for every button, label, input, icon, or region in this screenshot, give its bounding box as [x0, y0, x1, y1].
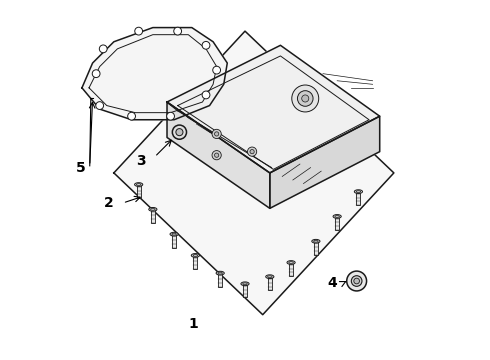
Ellipse shape	[172, 233, 176, 235]
Circle shape	[302, 95, 309, 102]
Circle shape	[135, 27, 143, 35]
Circle shape	[351, 276, 362, 286]
Bar	[268, 277, 272, 291]
Circle shape	[354, 278, 360, 284]
Circle shape	[212, 150, 221, 160]
Ellipse shape	[312, 239, 320, 243]
Bar	[218, 273, 222, 287]
Ellipse shape	[268, 276, 272, 278]
Ellipse shape	[243, 283, 247, 285]
Ellipse shape	[170, 232, 178, 236]
Circle shape	[215, 132, 219, 136]
Circle shape	[92, 70, 100, 77]
Ellipse shape	[218, 272, 222, 274]
Ellipse shape	[266, 275, 274, 279]
Bar	[243, 284, 247, 297]
Polygon shape	[270, 116, 380, 208]
Circle shape	[247, 147, 257, 156]
Circle shape	[347, 271, 367, 291]
Ellipse shape	[191, 253, 199, 257]
Circle shape	[202, 41, 210, 49]
Bar	[356, 192, 361, 205]
Circle shape	[174, 27, 182, 35]
Ellipse shape	[354, 190, 363, 193]
Bar	[314, 242, 318, 255]
Bar	[137, 185, 141, 198]
Polygon shape	[114, 31, 394, 315]
Bar	[194, 256, 197, 269]
Text: 3: 3	[136, 153, 145, 167]
Bar	[172, 234, 176, 248]
Circle shape	[292, 85, 319, 112]
Ellipse shape	[314, 240, 318, 242]
Ellipse shape	[193, 255, 197, 256]
Ellipse shape	[136, 184, 141, 185]
Text: 4: 4	[327, 276, 337, 290]
Bar	[335, 217, 339, 230]
Circle shape	[213, 66, 220, 74]
Circle shape	[202, 91, 210, 99]
Circle shape	[128, 112, 135, 120]
Ellipse shape	[216, 271, 224, 275]
Polygon shape	[82, 28, 227, 120]
Circle shape	[96, 102, 103, 109]
Ellipse shape	[241, 282, 249, 285]
Text: 1: 1	[189, 316, 198, 330]
Circle shape	[167, 112, 174, 120]
Ellipse shape	[289, 262, 294, 264]
Ellipse shape	[356, 191, 361, 193]
Ellipse shape	[150, 208, 155, 210]
Circle shape	[250, 149, 254, 154]
Ellipse shape	[149, 207, 157, 211]
Circle shape	[176, 129, 183, 136]
Text: 5: 5	[76, 161, 86, 175]
Bar	[151, 210, 155, 223]
Circle shape	[215, 153, 219, 157]
Bar	[289, 263, 293, 276]
Ellipse shape	[287, 261, 295, 264]
Circle shape	[297, 91, 313, 106]
Ellipse shape	[333, 215, 341, 218]
Polygon shape	[167, 45, 380, 173]
Circle shape	[99, 45, 107, 53]
Circle shape	[172, 125, 187, 139]
Polygon shape	[167, 102, 270, 208]
Ellipse shape	[335, 216, 340, 217]
Text: 2: 2	[104, 196, 113, 210]
Circle shape	[212, 129, 221, 139]
Ellipse shape	[135, 183, 143, 186]
